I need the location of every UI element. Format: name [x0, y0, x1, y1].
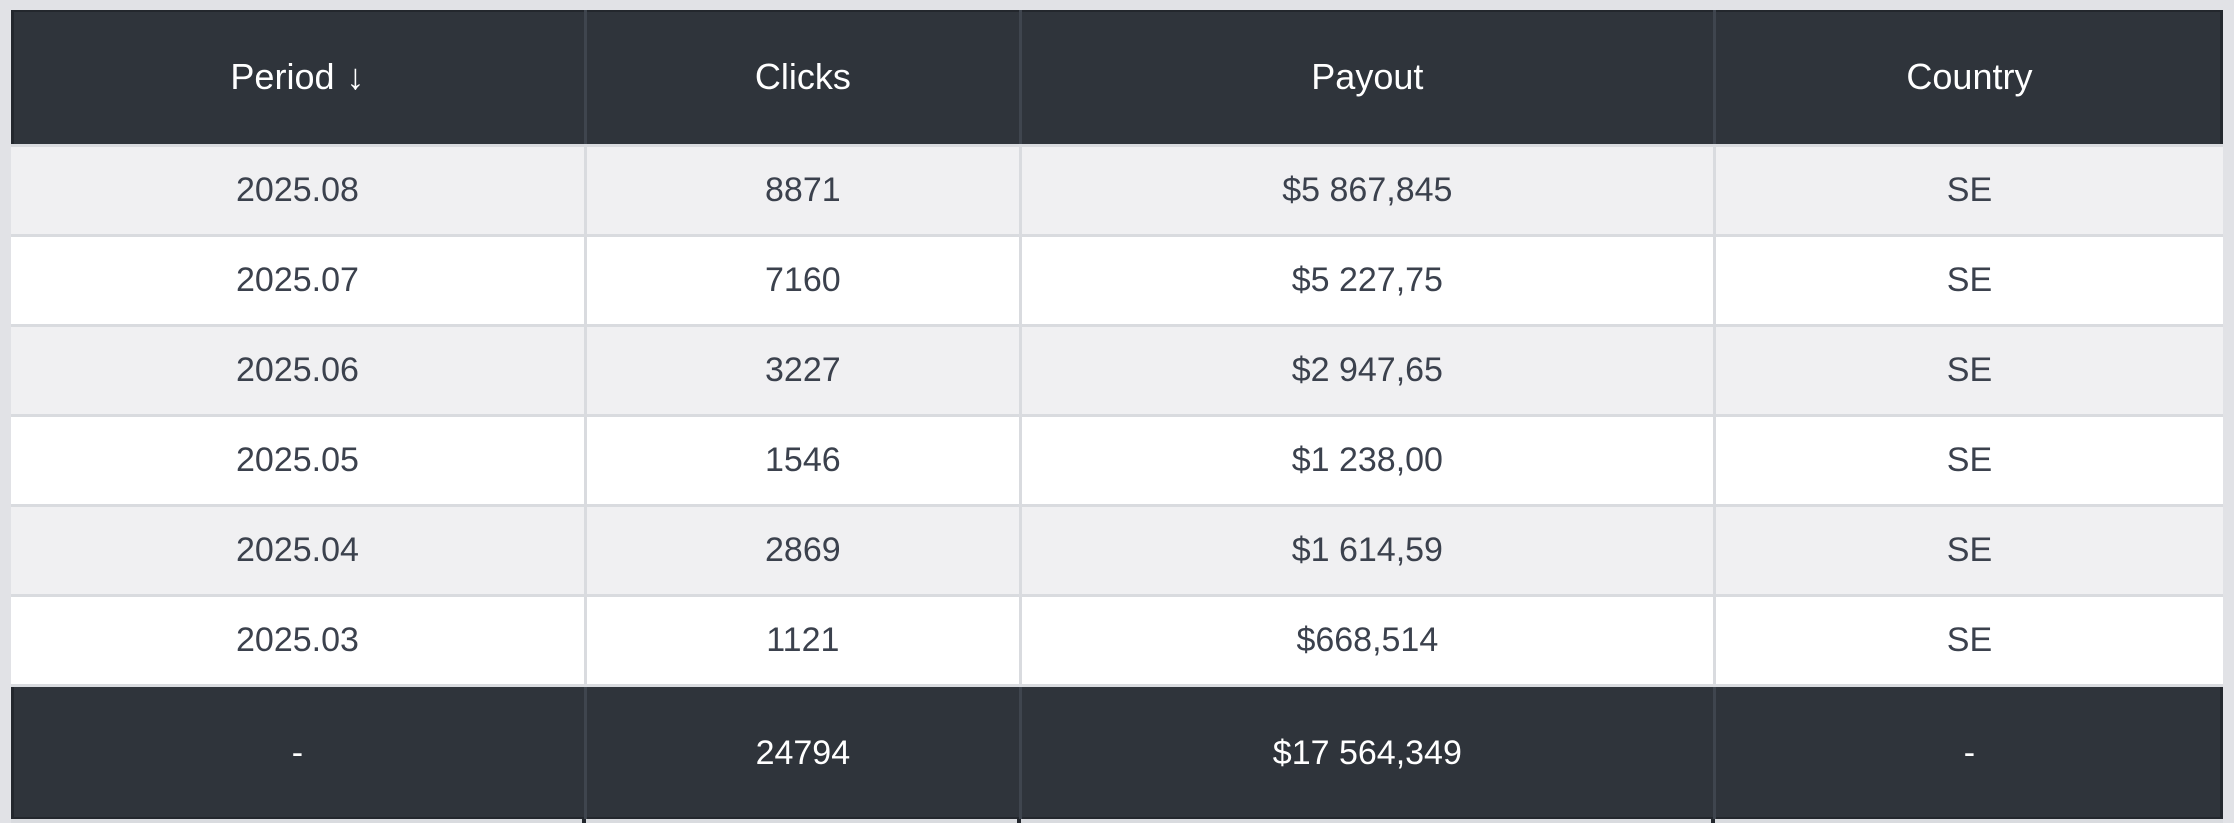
payout-cell: $1 614,59 — [1018, 507, 1713, 594]
column-header-payout[interactable]: Payout — [1018, 10, 1713, 144]
clicks-cell: 7160 — [583, 237, 1019, 324]
clicks-cell: 8871 — [583, 147, 1019, 234]
period-cell: 2025.04 — [236, 531, 359, 569]
column-header-country[interactable]: Country — [1712, 10, 2223, 144]
table-row: 2025.06 3227 $2 947,65 SE — [11, 324, 2223, 414]
stats-table: Period ↓ Clicks Payout Country 2025.08 8… — [11, 10, 2223, 823]
column-header-period[interactable]: Period ↓ — [11, 10, 584, 144]
clicks-cell: 3227 — [583, 327, 1019, 414]
payout-cell: $5 227,75 — [1018, 237, 1713, 324]
column-header-country-label: Country — [1906, 56, 2033, 97]
clicks-cell: 2869 — [583, 507, 1019, 594]
column-border-tick — [1016, 819, 1021, 823]
clicks-cell: 1121 — [583, 597, 1019, 684]
payout-cell: $5 867,845 — [1018, 147, 1713, 234]
column-header-clicks-label: Clicks — [754, 56, 851, 97]
totals-period-cell: - — [291, 733, 304, 772]
period-cell: 2025.07 — [236, 261, 359, 299]
country-cell: SE — [1712, 597, 2223, 684]
totals-row: - 24794 $17 564,349 - — [11, 684, 2223, 819]
table-row: 2025.03 1121 $668,514 SE — [11, 594, 2223, 684]
period-cell: 2025.08 — [236, 171, 359, 209]
payout-cell: $668,514 — [1018, 597, 1713, 684]
payout-cell: $1 238,00 — [1018, 417, 1713, 504]
country-cell: SE — [1712, 417, 2223, 504]
table-row: 2025.04 2869 $1 614,59 SE — [11, 504, 2223, 594]
partial-next-row — [0, 823, 2234, 838]
country-cell: SE — [1712, 507, 2223, 594]
period-cell: 2025.03 — [236, 621, 359, 659]
period-cell: 2025.05 — [236, 441, 359, 479]
table-row: 2025.08 8871 $5 867,845 SE — [11, 144, 2223, 234]
clicks-cell: 1546 — [583, 417, 1019, 504]
table-row: 2025.07 7160 $5 227,75 SE — [11, 234, 2223, 324]
period-cell: 2025.06 — [236, 351, 359, 389]
table-bottom-edge — [11, 819, 2223, 823]
country-cell: SE — [1712, 147, 2223, 234]
country-cell: SE — [1712, 237, 2223, 324]
column-border-tick — [1710, 819, 1715, 823]
totals-country-cell: - — [1712, 687, 2223, 819]
column-border-tick — [581, 819, 586, 823]
column-header-payout-label: Payout — [1311, 56, 1424, 97]
column-header-period-label: Period — [230, 56, 335, 97]
payout-cell: $2 947,65 — [1018, 327, 1713, 414]
totals-clicks-cell: 24794 — [583, 687, 1019, 819]
sort-descending-icon: ↓ — [346, 56, 365, 97]
table-header-row: Period ↓ Clicks Payout Country — [11, 10, 2223, 144]
totals-payout-cell: $17 564,349 — [1018, 687, 1713, 819]
country-cell: SE — [1712, 327, 2223, 414]
table-row: 2025.05 1546 $1 238,00 SE — [11, 414, 2223, 504]
column-header-clicks[interactable]: Clicks — [583, 10, 1019, 144]
